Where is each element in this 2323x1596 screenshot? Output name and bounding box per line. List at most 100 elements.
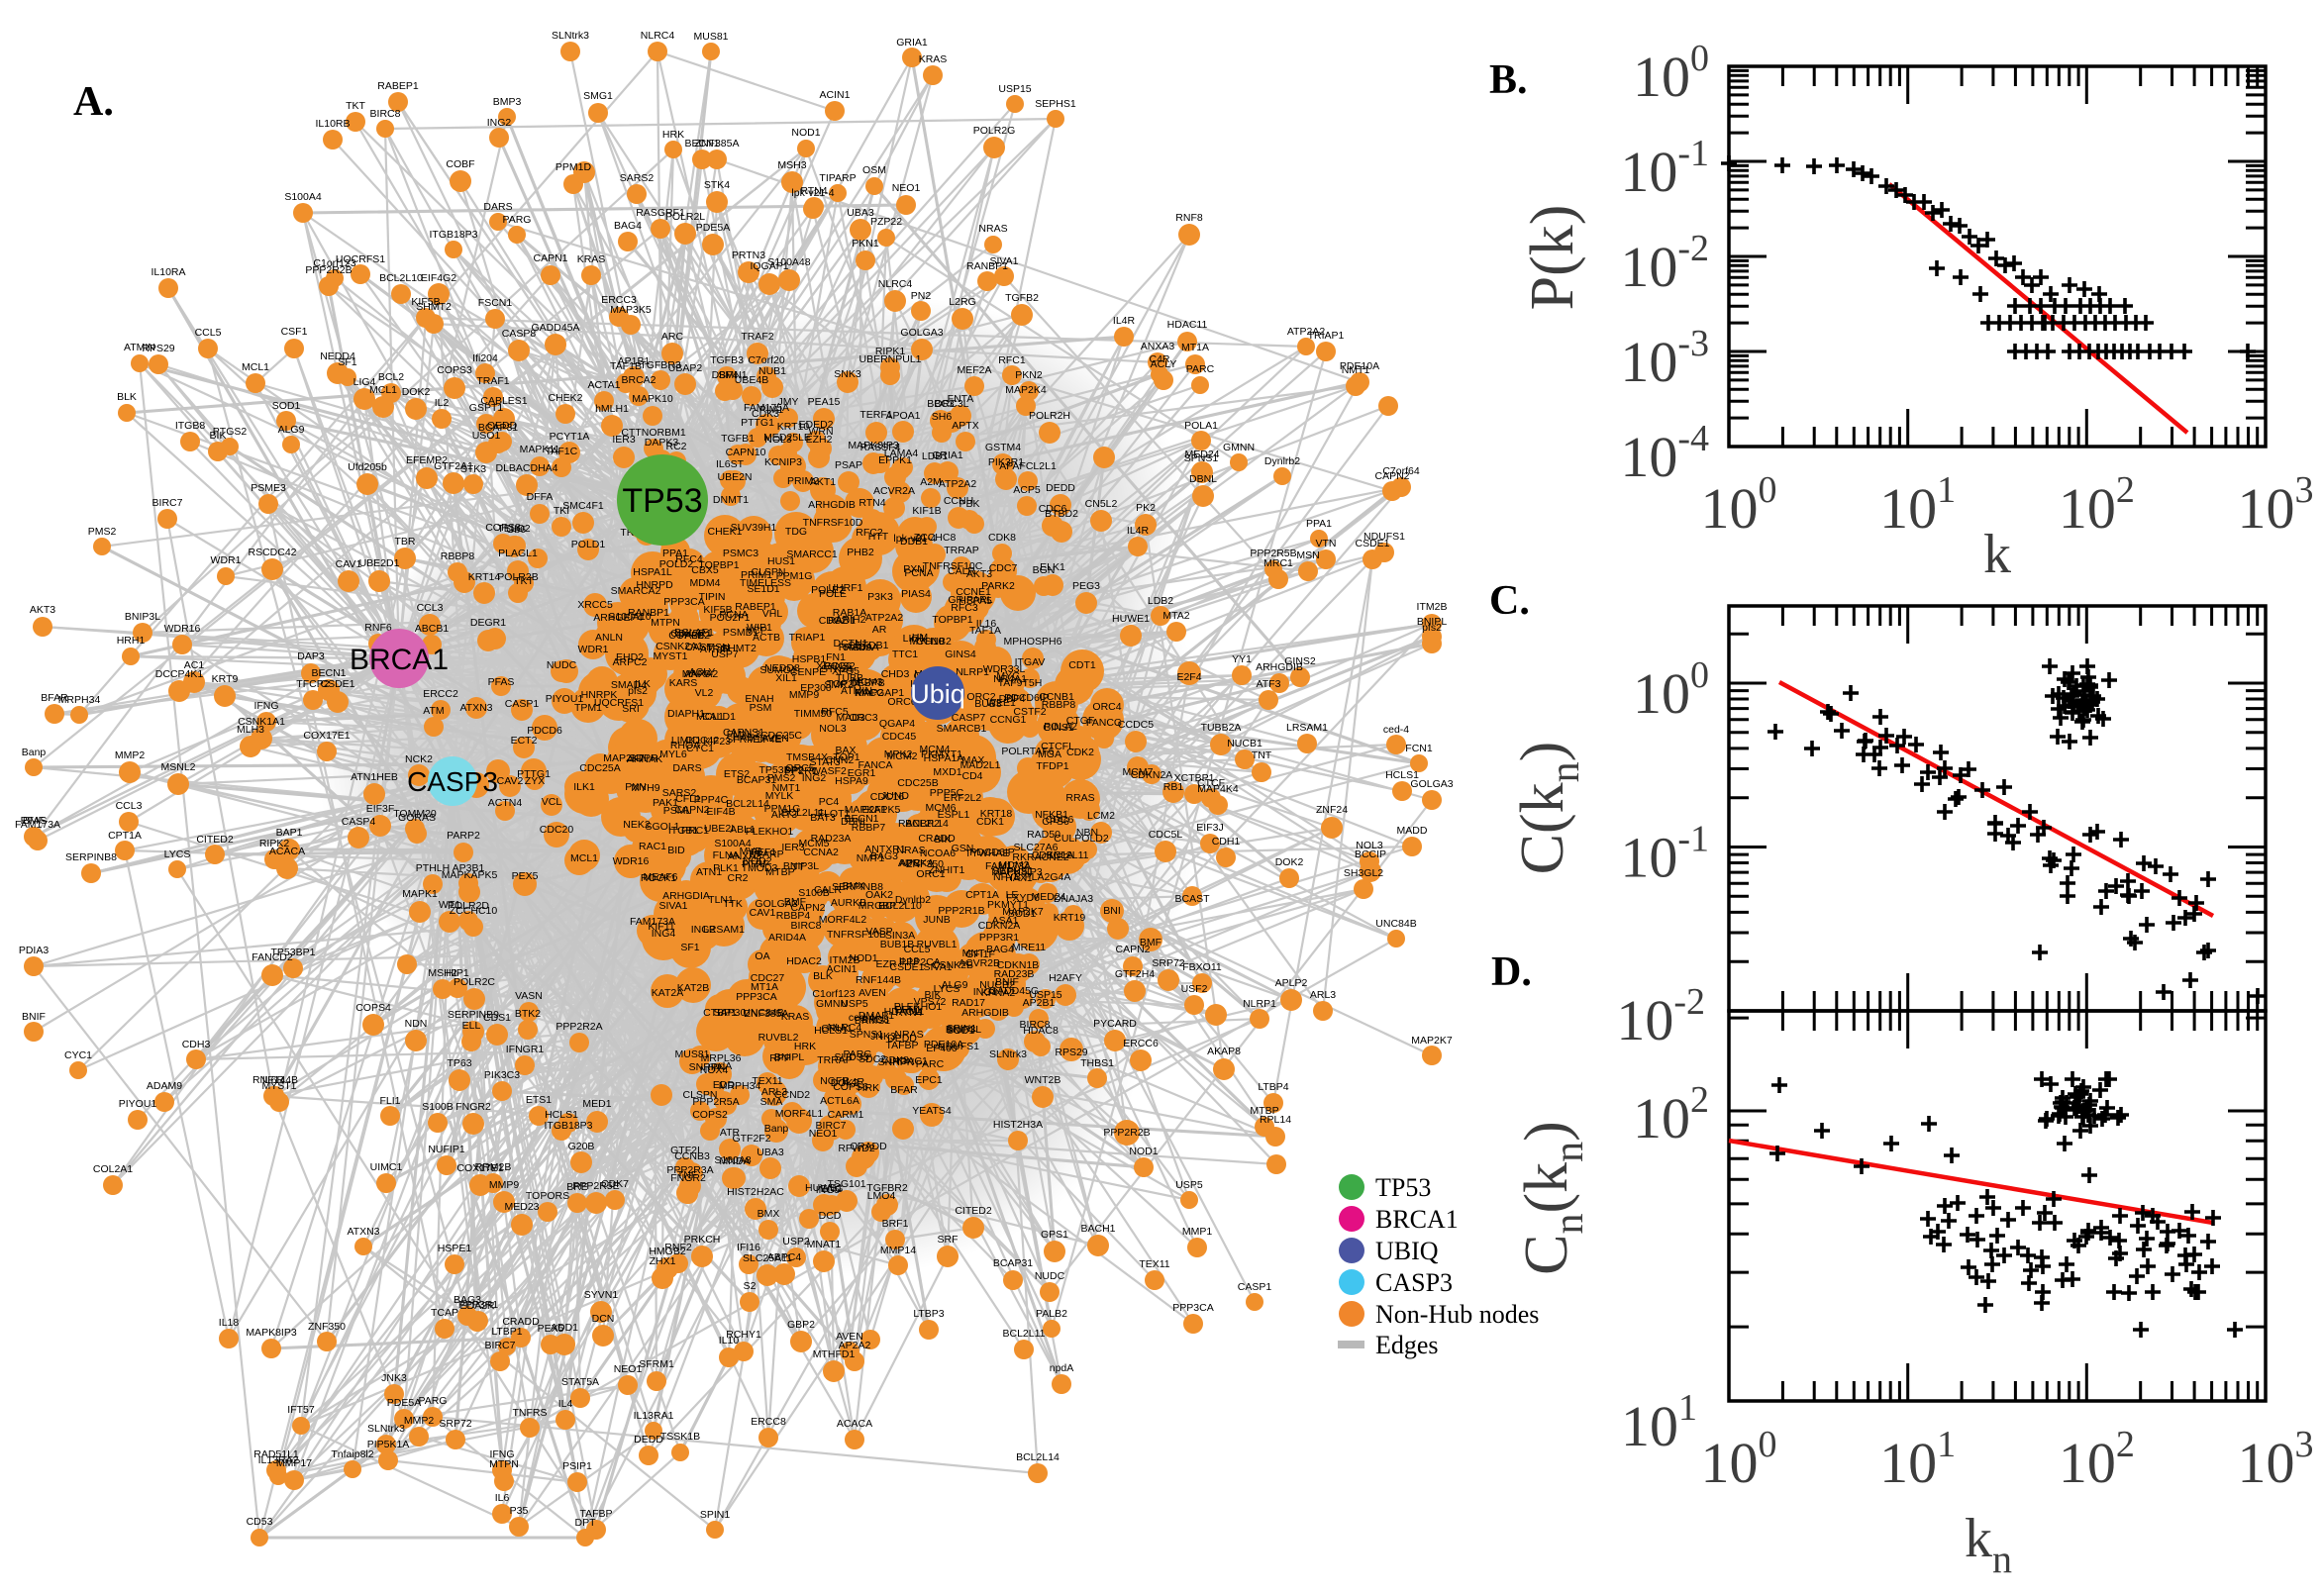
svg-text:POLE: POLE xyxy=(819,588,847,600)
svg-text:PSIP1: PSIP1 xyxy=(562,1460,592,1472)
svg-text:BCL2L11: BCL2L11 xyxy=(1046,849,1088,861)
svg-text:TNF: TNF xyxy=(677,1169,697,1181)
svg-text:ECT2: ECT2 xyxy=(511,735,538,747)
svg-text:MED24: MED24 xyxy=(1031,891,1065,903)
svg-text:ELL: ELL xyxy=(462,1020,481,1032)
svg-text:EP300: EP300 xyxy=(800,682,832,694)
svg-text:ACLY: ACLY xyxy=(1151,358,1177,370)
svg-text:BRE: BRE xyxy=(566,1181,588,1193)
svg-text:CTCFL: CTCFL xyxy=(1041,741,1074,752)
svg-text:ZNF385A: ZNF385A xyxy=(745,1008,789,1020)
svg-text:CRADD: CRADD xyxy=(502,1316,540,1328)
svg-text:CRADD: CRADD xyxy=(918,833,956,845)
svg-text:MORF4L2: MORF4L2 xyxy=(819,914,867,926)
svg-text:MNDA: MNDA xyxy=(720,1155,751,1167)
svg-text:MMP1: MMP1 xyxy=(1182,1226,1212,1238)
svg-text:GORAS: GORAS xyxy=(398,812,436,824)
svg-text:TIPARP: TIPARP xyxy=(819,172,856,184)
svg-text:EP400: EP400 xyxy=(926,1043,958,1054)
svg-text:COL2A1: COL2A1 xyxy=(93,1163,133,1175)
svg-text:RTN4: RTN4 xyxy=(800,185,827,197)
svg-text:TRIAP1: TRIAP1 xyxy=(789,632,826,644)
svg-text:EZR: EZR xyxy=(876,958,897,970)
svg-text:IQGAP1: IQGAP1 xyxy=(750,260,788,272)
svg-text:LTBP3: LTBP3 xyxy=(913,1308,944,1320)
svg-text:CAPN10: CAPN10 xyxy=(726,447,766,458)
svg-text:SPIN1: SPIN1 xyxy=(700,1509,731,1521)
svg-text:DAPK3: DAPK3 xyxy=(645,437,679,449)
svg-text:PIP5K1A: PIP5K1A xyxy=(367,1439,410,1450)
svg-text:SOD1: SOD1 xyxy=(1008,908,1037,920)
svg-text:Ubiq: Ubiq xyxy=(910,679,965,709)
svg-text:PIM1: PIM1 xyxy=(759,404,784,416)
svg-text:RACGAP1: RACGAP1 xyxy=(855,687,904,699)
svg-text:BNIP3L: BNIP3L xyxy=(125,611,160,623)
svg-text:SARS2: SARS2 xyxy=(620,172,655,184)
svg-text:NOX4: NOX4 xyxy=(700,1064,729,1076)
svg-text:RFC2: RFC2 xyxy=(856,527,883,539)
svg-text:E2F4: E2F4 xyxy=(1176,671,1201,683)
svg-text:GSN: GSN xyxy=(952,843,974,854)
svg-text:KRT19: KRT19 xyxy=(1054,912,1086,924)
svg-text:IFNG: IFNG xyxy=(253,700,278,712)
svg-text:MCL1: MCL1 xyxy=(696,711,724,723)
svg-text:PPP3R1: PPP3R1 xyxy=(979,932,1019,944)
svg-text:CDC5L: CDC5L xyxy=(1149,829,1183,841)
svg-text:SHMT2: SHMT2 xyxy=(416,301,452,313)
svg-text:COX17E1: COX17E1 xyxy=(303,730,350,742)
svg-text:ATXN3: ATXN3 xyxy=(459,702,492,714)
svg-text:ARL3: ARL3 xyxy=(1310,989,1336,1001)
svg-text:SYVN1: SYVN1 xyxy=(584,1289,619,1301)
svg-text:PRC1: PRC1 xyxy=(681,825,709,837)
svg-text:CITED2: CITED2 xyxy=(955,1205,992,1217)
svg-text:LRSAM1: LRSAM1 xyxy=(1286,722,1328,734)
svg-text:LMO4: LMO4 xyxy=(867,1190,896,1202)
svg-text:PPP2R5E: PPP2R5E xyxy=(572,1180,619,1192)
svg-text:GTF2H4: GTF2H4 xyxy=(1115,968,1155,980)
svg-text:IL6R: IL6R xyxy=(262,1074,285,1086)
svg-text:HUS1: HUS1 xyxy=(767,555,795,567)
svg-text:ALG9: ALG9 xyxy=(942,979,968,991)
svg-text:RBBP8: RBBP8 xyxy=(1042,699,1076,711)
svg-text:TAF1B: TAF1B xyxy=(610,360,642,372)
svg-text:KRAS: KRAS xyxy=(577,253,606,265)
svg-text:AURKA: AURKA xyxy=(898,857,934,869)
svg-text:CDC25B: CDC25B xyxy=(897,777,938,789)
svg-text:RCHY1: RCHY1 xyxy=(726,1329,761,1341)
svg-text:ATR: ATR xyxy=(720,1127,741,1139)
svg-text:COPB2: COPB2 xyxy=(668,630,704,642)
svg-text:PC4: PC4 xyxy=(819,796,840,808)
svg-text:MUS81: MUS81 xyxy=(674,1048,709,1060)
svg-text:BCL2L14: BCL2L14 xyxy=(905,818,949,830)
svg-text:GTF2A1: GTF2A1 xyxy=(434,460,473,472)
svg-text:MMP2: MMP2 xyxy=(115,749,145,761)
svg-text:C1orf123: C1orf123 xyxy=(812,988,855,1000)
svg-text:ORC5: ORC5 xyxy=(785,762,814,774)
svg-text:IL18: IL18 xyxy=(899,955,920,967)
svg-text:RKRACNE2: RKRACNE2 xyxy=(1012,851,1068,863)
svg-text:MAD3: MAD3 xyxy=(836,712,864,724)
svg-text:AP3B1: AP3B1 xyxy=(453,862,485,874)
svg-text:ING4: ING4 xyxy=(652,928,676,940)
svg-text:ADD1: ADD1 xyxy=(551,1322,578,1334)
svg-text:MAPK10: MAPK10 xyxy=(632,393,673,405)
svg-text:PTTG1: PTTG1 xyxy=(517,768,551,780)
svg-text:STK3: STK3 xyxy=(460,463,486,475)
svg-text:MGA: MGA xyxy=(1038,748,1061,760)
svg-text:RAC1: RAC1 xyxy=(639,841,666,852)
svg-text:ERCC2: ERCC2 xyxy=(423,688,458,700)
svg-text:FLI1: FLI1 xyxy=(379,1095,400,1107)
svg-text:MED25LE: MED25LE xyxy=(763,432,811,444)
svg-text:BIRC7: BIRC7 xyxy=(152,497,183,509)
svg-text:AKT3: AKT3 xyxy=(771,809,797,821)
svg-text:PEA15: PEA15 xyxy=(808,396,841,408)
svg-text:MUS81: MUS81 xyxy=(693,31,728,43)
svg-text:LE: LE xyxy=(1006,889,1019,901)
svg-text:LIG1: LIG1 xyxy=(903,633,926,645)
svg-text:HIST2H3A: HIST2H3A xyxy=(993,1119,1043,1131)
svg-text:ITGB18P3: ITGB18P3 xyxy=(429,229,477,241)
svg-text:CALR: CALR xyxy=(814,884,842,896)
svg-text:IFNGR1: IFNGR1 xyxy=(506,1044,545,1055)
svg-text:PTHLH: PTHLH xyxy=(416,862,450,874)
svg-text:CAPN2: CAPN2 xyxy=(674,804,709,816)
